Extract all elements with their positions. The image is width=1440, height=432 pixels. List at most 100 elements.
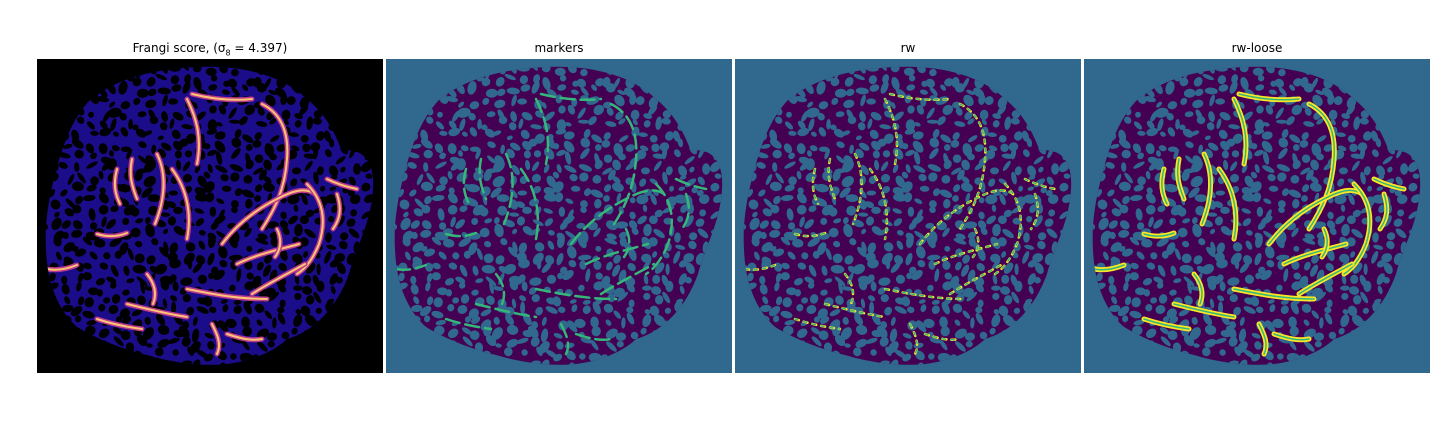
vessel-layer bbox=[45, 91, 360, 357]
vessel-marker bbox=[1258, 323, 1267, 355]
vessel-marker bbox=[1093, 264, 1125, 271]
frangi-score-image bbox=[37, 59, 383, 373]
vessel-core bbox=[296, 183, 324, 275]
panel-title-rw: rw bbox=[900, 41, 916, 55]
vessel-marker bbox=[394, 263, 428, 272]
panel-title-rw-loose: rw-loose bbox=[1231, 41, 1283, 55]
vessel-layer bbox=[394, 92, 708, 356]
vessel-marker bbox=[444, 231, 478, 238]
vessel-core bbox=[186, 98, 200, 165]
vessel-marker bbox=[1030, 193, 1039, 230]
rwloose-svg bbox=[1092, 66, 1421, 365]
vessel-marker bbox=[1143, 232, 1175, 237]
vessel-marker bbox=[1321, 228, 1328, 258]
vessel-core bbox=[221, 189, 316, 245]
vessel-core bbox=[96, 318, 143, 330]
vessel-marker bbox=[1238, 93, 1300, 101]
vessel-core bbox=[236, 243, 300, 265]
vessel-core bbox=[96, 232, 128, 238]
vessel-marker bbox=[959, 103, 987, 230]
vessel-marker bbox=[444, 317, 493, 331]
vessel-layer bbox=[1092, 91, 1407, 357]
vessel-core bbox=[274, 228, 282, 258]
panel-title-frangi: Frangi score, (σ8 = 4.397) bbox=[37, 40, 383, 58]
vessel-marker bbox=[534, 287, 618, 301]
vessel-core bbox=[126, 303, 188, 318]
vessel-marker bbox=[1308, 103, 1336, 230]
vessel-core bbox=[251, 263, 306, 295]
vessel-marker bbox=[519, 167, 540, 241]
panel-title-markers: markers bbox=[534, 41, 584, 55]
vessel-marker bbox=[744, 264, 776, 271]
vessel-marker bbox=[1233, 98, 1247, 165]
vessel-segment bbox=[793, 317, 842, 331]
vessel-marker bbox=[539, 92, 603, 102]
vessel-core bbox=[332, 193, 341, 230]
vessel-marker bbox=[1298, 263, 1353, 295]
vessel-marker bbox=[1233, 288, 1315, 300]
vessel-core bbox=[154, 153, 165, 225]
vessel-marker bbox=[1161, 168, 1168, 205]
vessel-marker bbox=[884, 288, 966, 300]
vessel-marker bbox=[644, 182, 674, 276]
vessel-marker bbox=[609, 102, 638, 231]
vessel-marker bbox=[827, 158, 836, 200]
vessel-marker bbox=[478, 157, 488, 201]
vessel-marker bbox=[502, 152, 514, 226]
vessel-marker bbox=[462, 167, 471, 206]
vessel-marker bbox=[1193, 273, 1203, 305]
vessel-marker bbox=[1143, 318, 1190, 330]
markers-svg bbox=[394, 66, 723, 365]
vessel-marker bbox=[1379, 193, 1388, 230]
vessel-marker bbox=[824, 303, 886, 318]
frangi-title-text: Frangi score, (σ bbox=[132, 41, 226, 55]
rw-loose-image bbox=[1084, 59, 1430, 373]
vessel-marker bbox=[1176, 158, 1185, 200]
vessel-marker bbox=[1268, 189, 1363, 245]
vessel-marker bbox=[1173, 303, 1235, 318]
vessel-core bbox=[211, 323, 221, 355]
vessel-core bbox=[129, 158, 138, 200]
rw-image bbox=[735, 59, 1081, 373]
vessel-marker bbox=[812, 168, 819, 205]
vessel-marker bbox=[1373, 178, 1405, 190]
vessel-layer bbox=[743, 92, 1057, 356]
vessel-marker bbox=[474, 302, 538, 319]
frangi-title-value: = 4.397) bbox=[230, 41, 288, 55]
vessel-marker bbox=[494, 272, 506, 306]
vessel-marker bbox=[1024, 178, 1056, 190]
vessel-marker bbox=[794, 232, 826, 237]
vessel-marker bbox=[909, 323, 918, 355]
markers-image bbox=[386, 59, 732, 373]
vessel-marker bbox=[1273, 333, 1310, 341]
vessel-marker bbox=[852, 153, 863, 225]
vessel-marker bbox=[924, 333, 961, 341]
vessel-core bbox=[226, 333, 263, 341]
vessel-core bbox=[191, 93, 253, 101]
rw-svg bbox=[743, 66, 1072, 365]
vessel-marker bbox=[622, 227, 631, 259]
vessel-core bbox=[113, 168, 121, 205]
vessel-marker bbox=[949, 263, 1004, 295]
vessel-marker bbox=[559, 322, 570, 356]
sigma-subscript: 8 bbox=[225, 48, 231, 58]
vessel-marker bbox=[889, 93, 951, 101]
vessel-marker bbox=[680, 192, 691, 231]
vessel-core bbox=[146, 273, 156, 305]
vessel-marker bbox=[534, 97, 550, 166]
vessel-marker bbox=[1343, 183, 1371, 275]
vessel-marker bbox=[574, 332, 613, 342]
vessel-marker bbox=[869, 168, 888, 240]
vessel-marker bbox=[1201, 153, 1212, 225]
vessel-marker bbox=[972, 228, 979, 258]
vessel-core bbox=[171, 168, 190, 240]
vessel-core bbox=[46, 264, 78, 271]
vessel-core bbox=[326, 178, 358, 190]
vessel-core bbox=[261, 103, 289, 230]
vessel-marker bbox=[599, 262, 656, 296]
vessel-core bbox=[186, 288, 268, 300]
vessel-marker bbox=[1218, 168, 1237, 240]
vessel-marker bbox=[994, 183, 1022, 275]
vessel-marker bbox=[584, 242, 650, 266]
vessel-marker bbox=[674, 177, 708, 191]
